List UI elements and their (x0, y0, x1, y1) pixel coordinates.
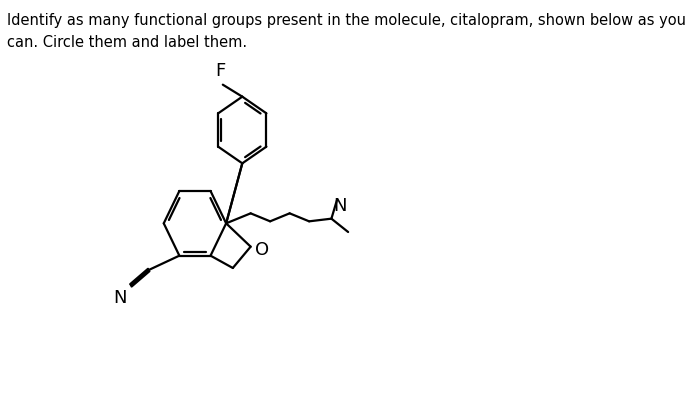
Text: F: F (215, 62, 225, 80)
Text: can. Circle them and label them.: can. Circle them and label them. (7, 35, 247, 50)
Text: Identify as many functional groups present in the molecule, citalopram, shown be: Identify as many functional groups prese… (7, 13, 686, 28)
Text: N: N (113, 289, 127, 307)
Text: O: O (255, 241, 270, 259)
Text: N: N (334, 197, 347, 215)
